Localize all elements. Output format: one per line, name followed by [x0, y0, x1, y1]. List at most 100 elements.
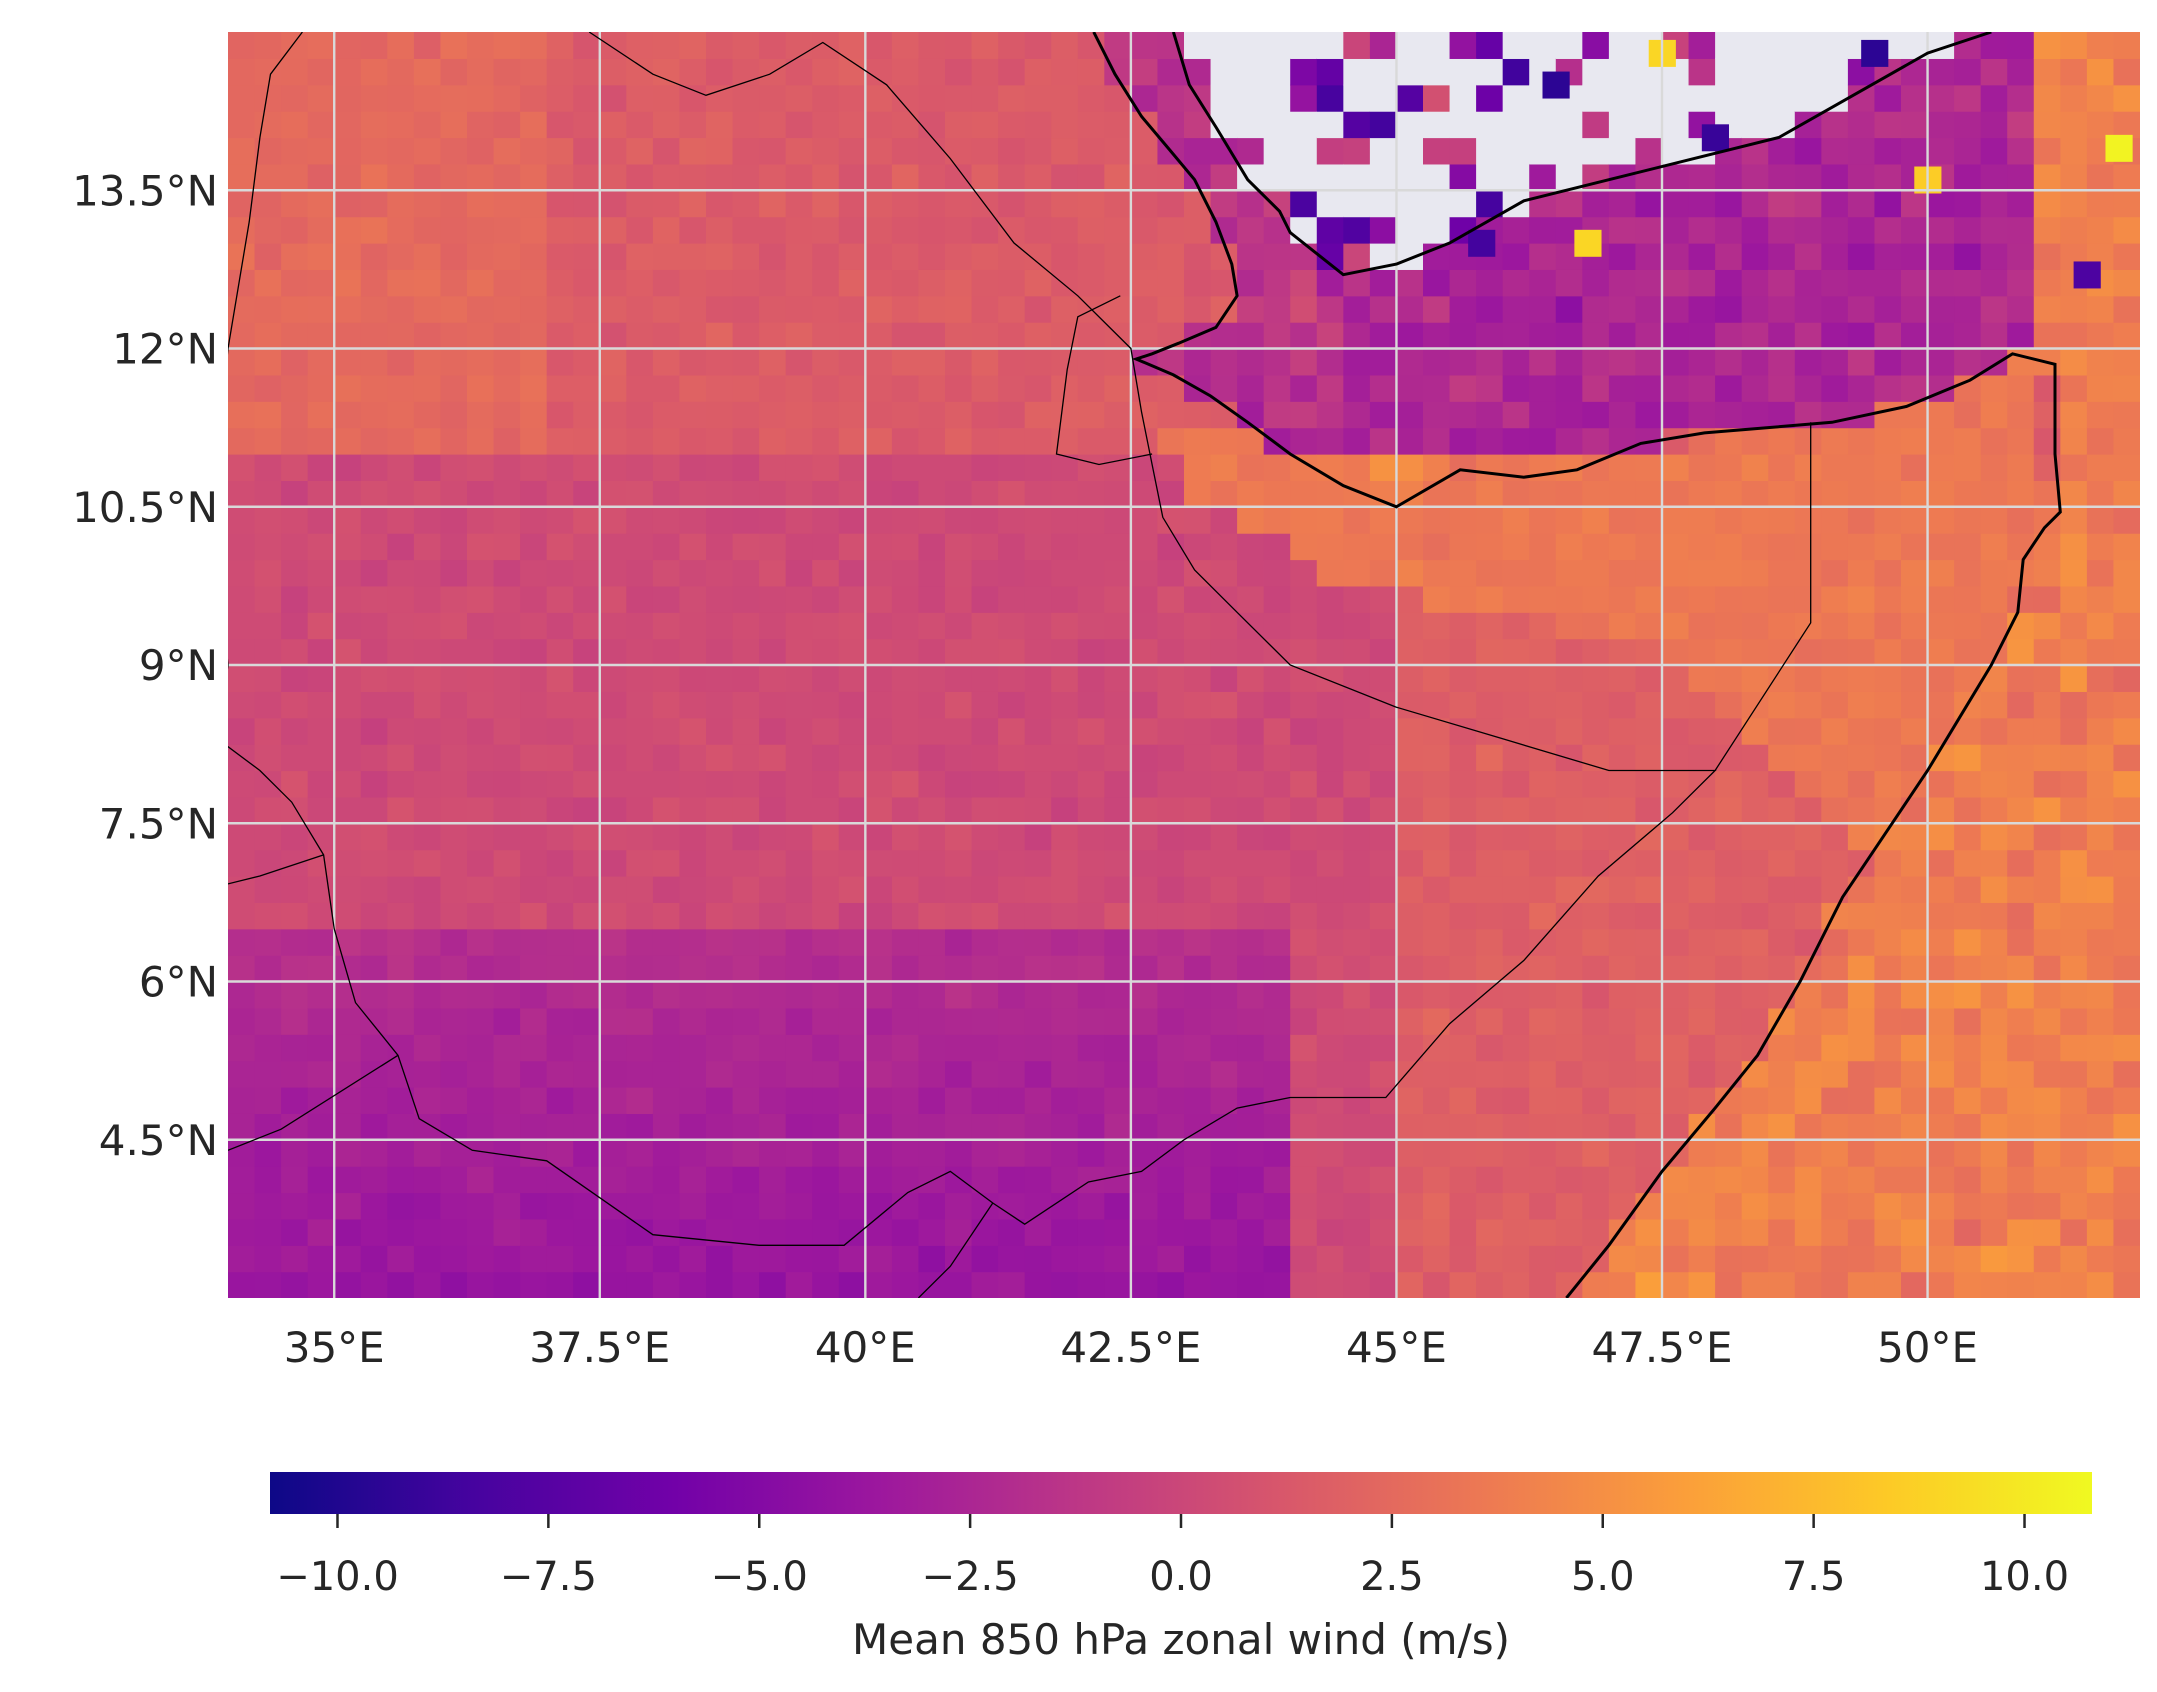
wind-cell — [1024, 717, 1052, 745]
wind-cell — [440, 427, 468, 455]
wind-cell — [493, 163, 521, 191]
wind-cell — [1847, 216, 1876, 244]
wind-cell — [1874, 322, 1902, 350]
wind-cell — [1369, 691, 1398, 719]
wind-cell — [1051, 163, 1079, 191]
wind-cell — [1529, 876, 1557, 903]
wind-cell — [2113, 190, 2140, 218]
wind-cell — [1237, 691, 1265, 719]
wind-cell — [254, 876, 282, 903]
wind-cell — [865, 1007, 893, 1035]
wind-cell — [599, 58, 627, 86]
wind-cell — [493, 638, 521, 666]
wind-cell — [1582, 955, 1610, 983]
wind-cell — [334, 1139, 362, 1167]
wind-cell — [1662, 665, 1690, 692]
wind-cell — [1476, 269, 1504, 297]
wind-cell — [838, 401, 866, 429]
wind-cell — [1263, 163, 1291, 191]
wind-cell — [2033, 111, 2061, 139]
wind-cell — [785, 216, 813, 244]
wind-cell — [2086, 1034, 2115, 1062]
wind-cell — [891, 374, 920, 402]
wind-cell — [732, 744, 760, 772]
wind-cell — [706, 955, 734, 983]
wind-cell — [785, 137, 813, 165]
wind-cell — [652, 1166, 681, 1194]
wind-cell — [1555, 374, 1583, 402]
wind-cell — [1184, 401, 1212, 429]
wind-cell — [1369, 58, 1398, 86]
wind-cell — [599, 401, 627, 429]
wind-cell-extreme — [1468, 229, 1496, 257]
wind-cell — [546, 823, 574, 851]
wind-cell — [1847, 770, 1876, 798]
wind-cell — [1980, 1271, 2008, 1298]
wind-cell — [626, 849, 654, 877]
wind-cell — [652, 216, 681, 244]
wind-cell — [1476, 876, 1504, 903]
wind-cell — [440, 1007, 468, 1035]
wind-cell — [785, 744, 813, 772]
wind-cell — [546, 1245, 574, 1273]
wind-cell — [546, 1139, 574, 1167]
wind-cell — [626, 1007, 654, 1035]
wind-cell — [2007, 84, 2035, 112]
wind-cell — [493, 269, 521, 297]
wind-cell — [2033, 1060, 2061, 1088]
wind-cell — [1847, 955, 1876, 983]
wind-cell — [1449, 1166, 1477, 1194]
wind-cell — [1635, 796, 1663, 824]
wind-cell — [2007, 1218, 2035, 1246]
wind-cell — [2060, 190, 2088, 218]
wind-cell — [228, 1218, 256, 1246]
wind-cell — [971, 1245, 999, 1273]
wind-cell — [706, 559, 734, 587]
wind-cell — [971, 480, 999, 508]
wind-cell — [1635, 1218, 1663, 1246]
wind-cell — [918, 1060, 946, 1088]
wind-cell — [573, 374, 601, 402]
wind-cell — [1582, 1166, 1610, 1194]
wind-cell — [2060, 1007, 2088, 1035]
wind-cell — [1024, 1245, 1052, 1273]
wind-cell — [1423, 111, 1451, 139]
wind-cell — [1343, 1007, 1371, 1035]
wind-cell — [467, 84, 495, 112]
wind-cell — [1369, 163, 1398, 191]
wind-cell — [1874, 1245, 1902, 1273]
wind-cell — [759, 1166, 787, 1194]
wind-cell — [1768, 374, 1796, 402]
wind-cell — [2007, 401, 2035, 429]
wind-cell — [1582, 1007, 1610, 1035]
wind-cell — [1449, 638, 1477, 666]
wind-cell — [1130, 32, 1159, 59]
wind-cell — [440, 823, 468, 851]
wind-cell — [413, 32, 442, 59]
wind-cell — [467, 796, 495, 824]
wind-cell — [838, 454, 866, 481]
wind-cell — [812, 427, 840, 455]
wind-cell — [1184, 612, 1212, 640]
wind-cell — [1476, 559, 1504, 587]
wind-cell — [440, 849, 468, 877]
wind-cell — [1369, 796, 1398, 824]
wind-cell — [1715, 796, 1743, 824]
wind-cell — [228, 454, 256, 481]
wind-cell — [1715, 269, 1743, 297]
wind-cell — [971, 770, 999, 798]
wind-cell — [254, 243, 282, 270]
wind-cell — [971, 823, 999, 851]
wind-cell — [573, 638, 601, 666]
wind-cell — [706, 1166, 734, 1194]
wind-cell — [1184, 928, 1212, 956]
wind-cell — [2033, 902, 2061, 930]
wind-cell — [1794, 1060, 1822, 1088]
wind-cell — [1210, 1007, 1238, 1035]
wind-cell — [1768, 638, 1796, 666]
wind-cell — [652, 876, 681, 903]
wind-cell — [1396, 770, 1424, 798]
wind-cell — [1476, 322, 1504, 350]
wind-cell — [493, 928, 521, 956]
wind-cell — [732, 295, 760, 323]
